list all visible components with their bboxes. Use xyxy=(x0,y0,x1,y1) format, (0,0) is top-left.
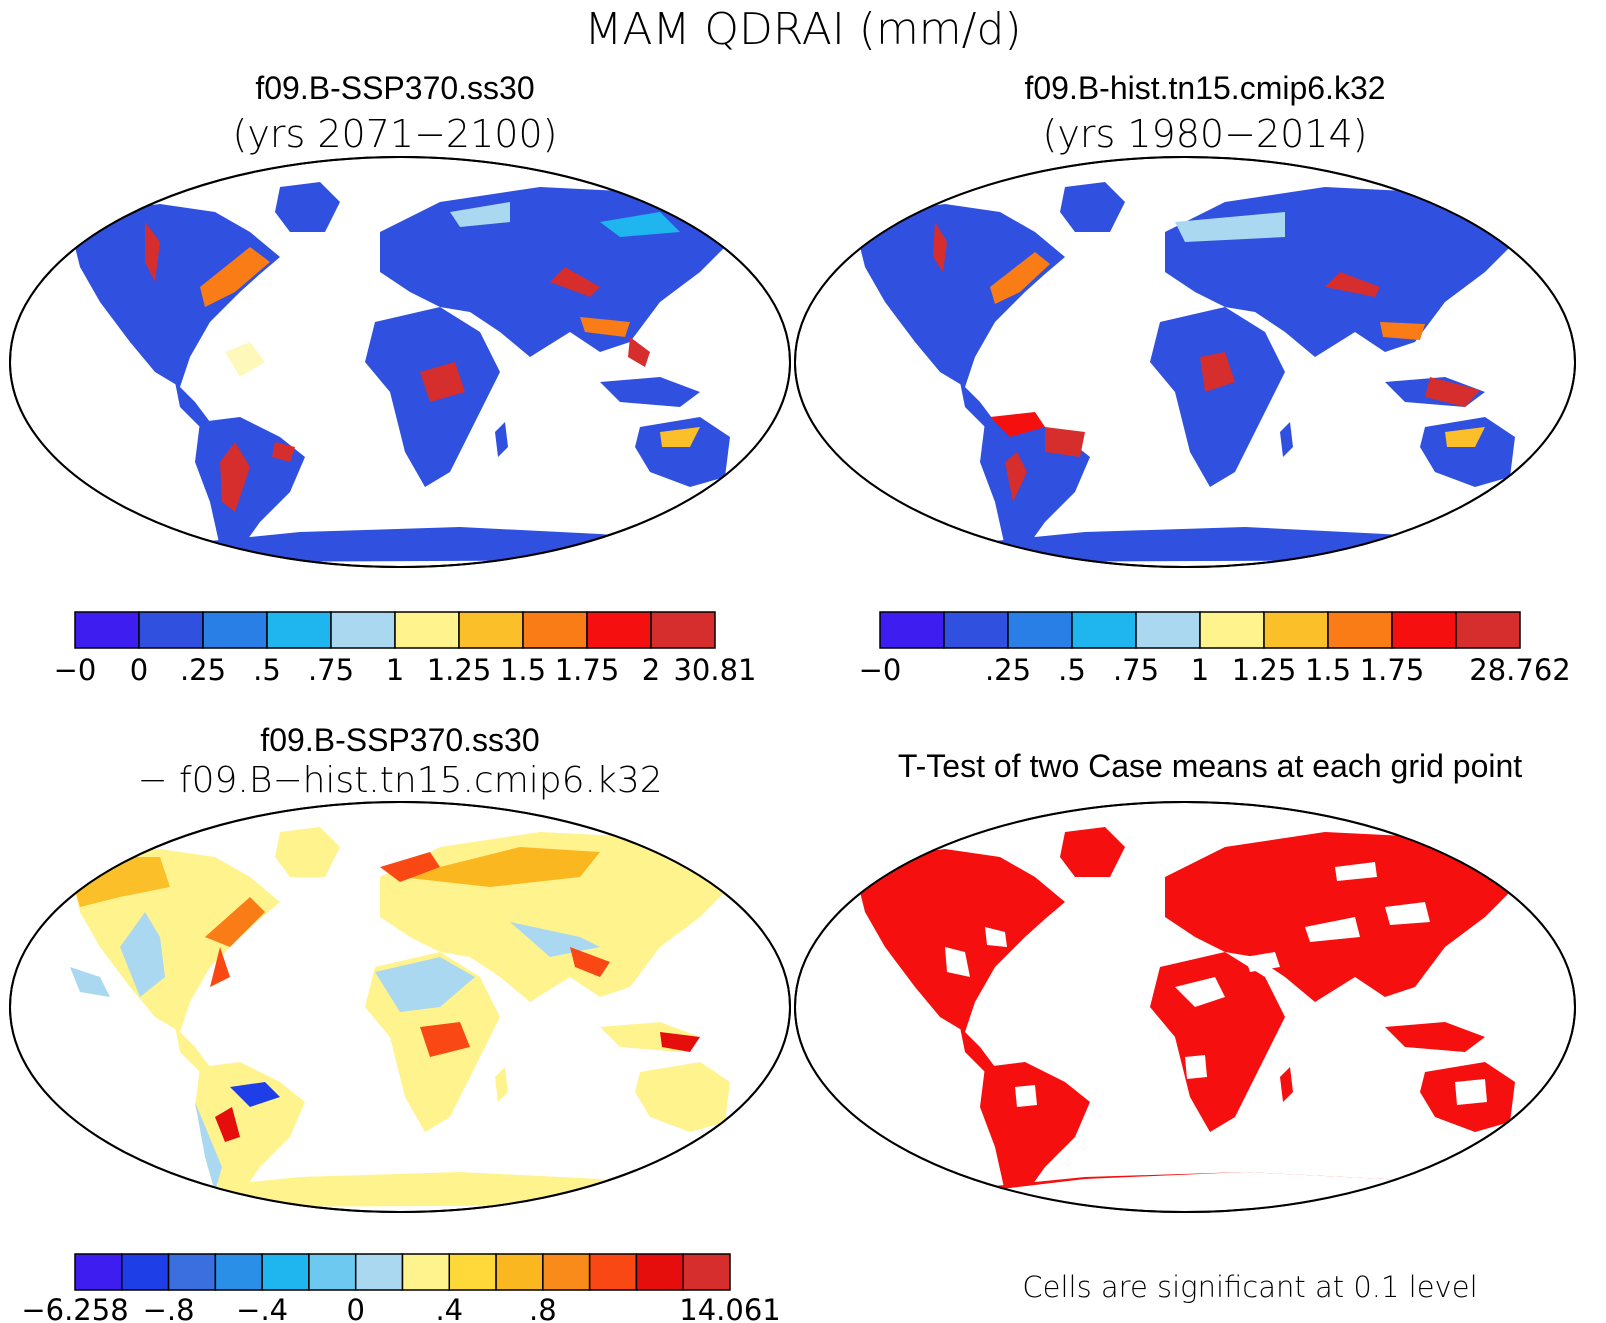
panel-bl-subtitle: − f09.B−hist.tn15.cmip6.k32 xyxy=(137,760,663,801)
colorbar-bl-swatch xyxy=(167,1253,217,1291)
colorbar-tl: −0 0 .25 .5 .75 1 1.25 1.5 1.75 2 30.81 xyxy=(54,611,757,687)
colorbar-bl-tick-label: −.8 xyxy=(143,1293,195,1323)
colorbar-tl-tick-label: 1 xyxy=(386,653,404,687)
colorbar-bl-swatch xyxy=(354,1253,404,1291)
colorbar-tr-swatch xyxy=(1455,611,1521,649)
colorbar-tr-swatch xyxy=(1071,611,1137,649)
panel-tr-title: f09.B-hist.tn15.cmip6.k32 xyxy=(1024,70,1386,106)
panel-br-title: T-Test of two Case means at each grid po… xyxy=(897,748,1523,784)
colorbar-bl-swatch xyxy=(635,1253,684,1291)
map-panel-tl xyxy=(9,156,791,568)
colorbar-tr-tick-label: −0 xyxy=(859,653,902,687)
map-panel-tr xyxy=(794,156,1576,568)
colorbar-tr-swatch xyxy=(1391,611,1457,649)
colorbar-tl-swatch xyxy=(458,611,524,649)
colorbar-bl-tick-label: .4 xyxy=(435,1293,463,1323)
colorbar-bl-swatch xyxy=(74,1253,123,1291)
tr-hotspots xyxy=(933,212,1485,502)
colorbar-tr-tick-label: 1.25 xyxy=(1232,653,1297,687)
colorbar-bl-swatch xyxy=(588,1253,638,1291)
colorbar-tl-tick-label: .75 xyxy=(308,653,354,687)
figure-title: MAM QDRAI (mm/d) xyxy=(584,4,1022,55)
colorbar-bl-tick-label: .8 xyxy=(529,1293,557,1323)
colorbar-tl-tick-label: 30.81 xyxy=(673,653,756,687)
colorbar-tl-swatch xyxy=(266,611,332,649)
colorbar-tr-tick-label: .75 xyxy=(1113,653,1159,687)
map-panel-br xyxy=(794,801,1576,1213)
colorbar-tr-tick-label: 28.762 xyxy=(1469,653,1570,687)
colorbar-bl: −6.258 −.8 −.4 0 .4 .8 14.061 xyxy=(21,1253,781,1323)
colorbar-tl-tick-label: 1.75 xyxy=(555,653,620,687)
colorbar-tr-swatch xyxy=(1135,611,1201,649)
colorbar-bl-swatch xyxy=(448,1253,497,1291)
panel-tl-subtitle: (yrs 2071−2100) xyxy=(232,112,558,156)
colorbar-tr-swatch xyxy=(1327,611,1393,649)
colorbar-bl-swatch xyxy=(495,1253,544,1291)
colorbar-bl-swatch xyxy=(308,1253,357,1291)
colorbar-tl-tick-label: 2 xyxy=(642,653,660,687)
colorbar-bl-swatch xyxy=(121,1253,170,1291)
colorbar-bl-swatch xyxy=(542,1253,591,1291)
colorbar-tr: −0 .25 .5 .75 1 1.25 1.5 1.75 28.762 xyxy=(859,611,1571,687)
map-panel-bl xyxy=(9,801,791,1213)
colorbar-tl-swatch xyxy=(202,611,268,649)
colorbar-tl-tick-label: 1.5 xyxy=(500,653,546,687)
colorbar-tl-swatch xyxy=(330,611,396,649)
colorbar-tl-swatch xyxy=(394,611,460,649)
colorbar-bl-swatch xyxy=(682,1253,731,1291)
colorbar-tl-tick-label: −0 xyxy=(54,653,97,687)
panel-br-note: Cells are significant at 0.1 level xyxy=(1022,1270,1478,1304)
colorbar-tl-swatch xyxy=(138,611,204,649)
colorbar-tr-swatch xyxy=(1007,611,1073,649)
colorbar-bl-swatch xyxy=(401,1253,451,1291)
colorbar-tl-tick-label: .25 xyxy=(180,653,226,687)
colorbar-tl-tick-label: .5 xyxy=(253,653,281,687)
colorbar-tr-tick-label: 1 xyxy=(1191,653,1209,687)
panel-tl-title: f09.B-SSP370.ss30 xyxy=(255,70,535,106)
colorbar-bl-swatch xyxy=(261,1253,310,1291)
colorbar-tl-swatch xyxy=(586,611,652,649)
colorbar-tr-swatch xyxy=(1263,611,1329,649)
colorbar-tl-swatch xyxy=(74,611,140,649)
colorbar-tr-tick-label: .5 xyxy=(1058,653,1086,687)
panel-bl-title: f09.B-SSP370.ss30 xyxy=(260,722,540,758)
colorbar-bl-swatch xyxy=(214,1253,263,1291)
colorbar-bl-tick-label: 14.061 xyxy=(679,1293,780,1323)
colorbar-tl-swatch xyxy=(522,611,588,649)
colorbar-bl-tick-label: −.4 xyxy=(236,1293,288,1323)
colorbar-tl-swatch xyxy=(650,611,716,649)
colorbar-tr-tick-label: 1.75 xyxy=(1360,653,1425,687)
colorbar-tr-tick-label: .25 xyxy=(985,653,1031,687)
colorbar-tl-tick-label: 0 xyxy=(130,653,148,687)
colorbar-tr-swatch xyxy=(943,611,1009,649)
colorbar-tl-tick-label: 1.25 xyxy=(427,653,492,687)
colorbar-tr-swatch xyxy=(879,611,945,649)
panel-tr-subtitle: (yrs 1980−2014) xyxy=(1042,112,1368,156)
colorbar-bl-tick-label: −6.258 xyxy=(21,1293,128,1323)
tl-hotspots xyxy=(145,202,700,512)
colorbar-tr-swatch xyxy=(1199,611,1265,649)
colorbar-bl-tick-label: 0 xyxy=(346,1293,364,1323)
colorbar-tr-tick-label: 1.5 xyxy=(1305,653,1351,687)
